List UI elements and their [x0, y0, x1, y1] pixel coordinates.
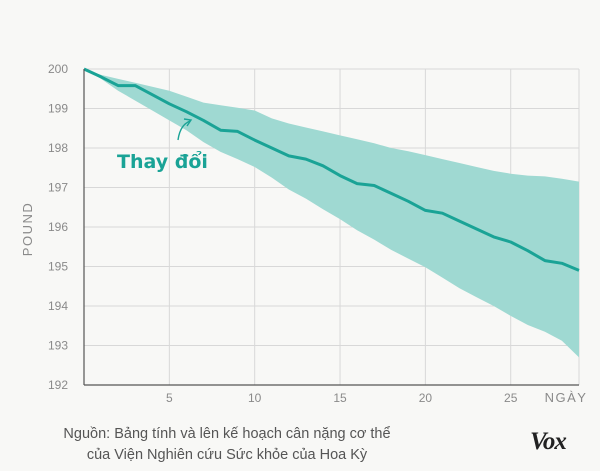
source-note: Nguồn: Bảng tính và lên kế hoạch cân nặn…: [12, 424, 442, 466]
range-band: [84, 69, 579, 358]
y-axis-title: POUND: [20, 202, 35, 256]
x-tick-label: 20: [419, 391, 433, 405]
y-tick-label: 198: [48, 141, 68, 155]
axes: 192 193 194 195 196 197 198 199 200 5 10 15 20 25: [48, 62, 579, 405]
x-tick-label: 5: [166, 391, 173, 405]
y-tick-label: 193: [48, 339, 68, 353]
y-tick-label: 196: [48, 220, 68, 234]
y-tick-label: 200: [48, 62, 68, 76]
source-line-2: của Viện Nghiên cứu Sức khỏe của Hoa Kỳ: [86, 447, 368, 463]
y-tick-label: 192: [48, 378, 68, 392]
weight-line: [83, 67, 580, 272]
vox-logo: Vox: [530, 428, 567, 455]
annotation-arrowhead: [183, 118, 193, 127]
y-tick-label: 195: [48, 260, 68, 274]
annotation-label: Thay đổi: [117, 150, 208, 173]
y-tick-label: 197: [48, 181, 68, 195]
x-axis-title: NGÀY: [545, 390, 588, 405]
y-tick-label: 199: [48, 102, 68, 116]
source-line-1: Nguồn: Bảng tính và lên kế hoạch cân nặn…: [63, 426, 391, 442]
x-tick-label: 25: [504, 391, 518, 405]
x-tick-label: 15: [333, 391, 347, 405]
x-tick-label: 10: [248, 391, 262, 405]
annotation-arrow: [177, 120, 191, 141]
y-tick-label: 194: [48, 299, 68, 313]
